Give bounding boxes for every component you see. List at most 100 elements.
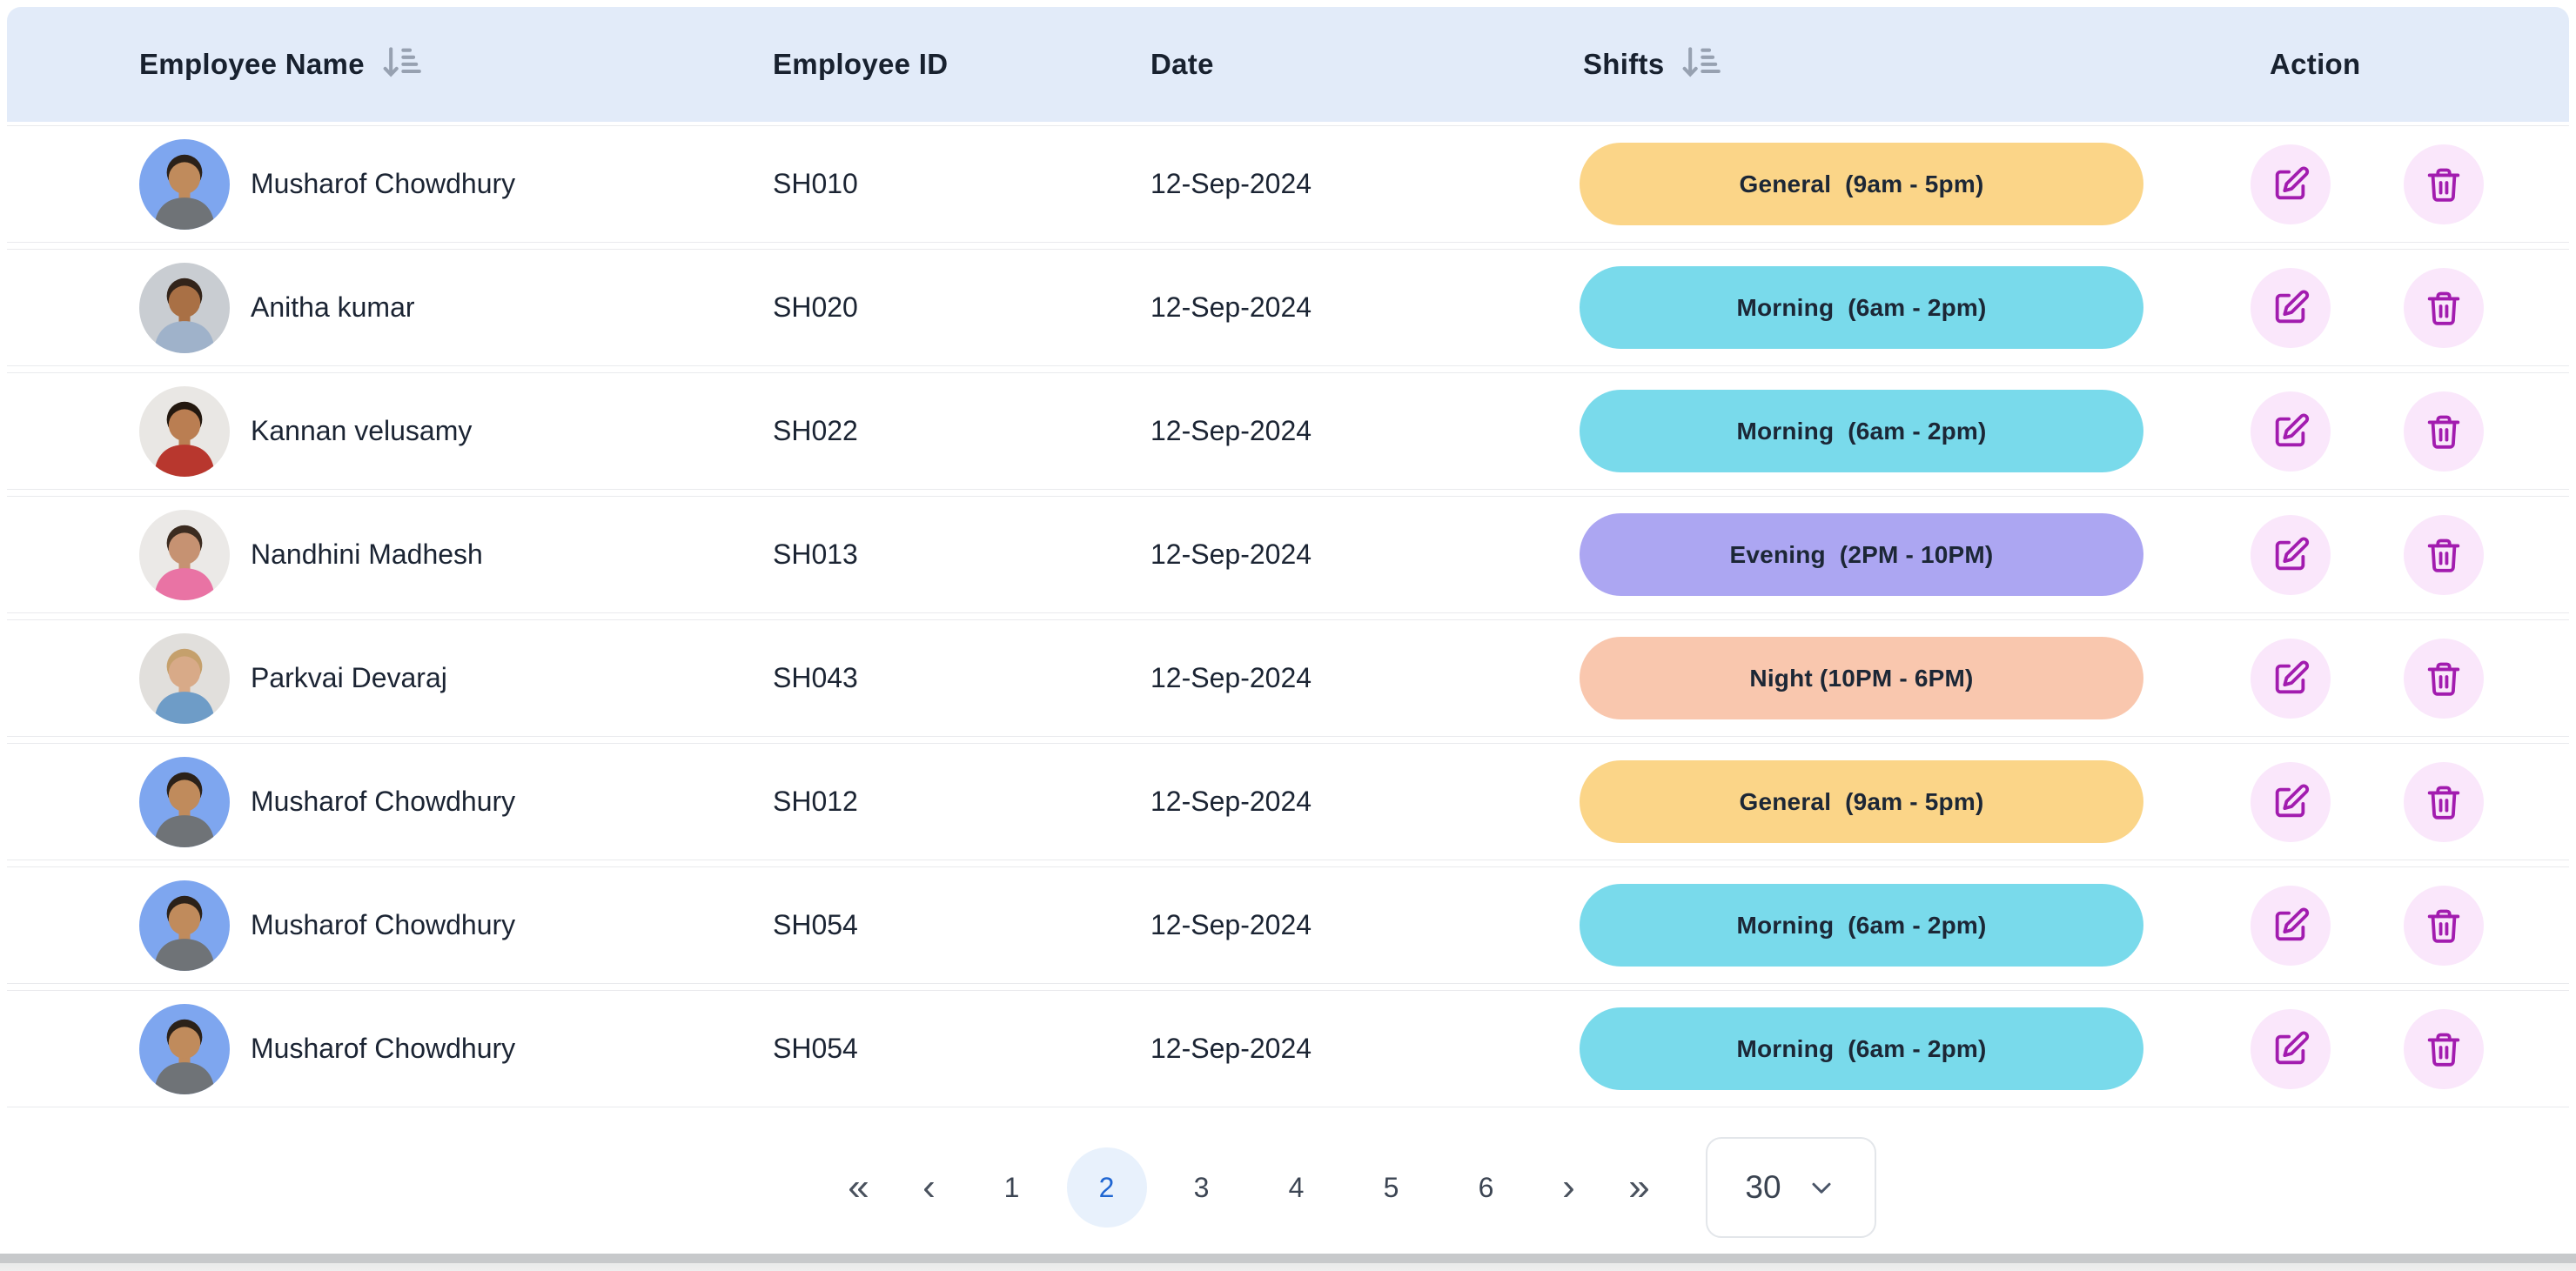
employee-name: Musharof Chowdhury bbox=[251, 168, 516, 199]
column-header-shifts[interactable]: Shifts bbox=[1580, 35, 2193, 94]
table-row: Musharof Chowdhury SH010 12-Sep-2024 Gen… bbox=[7, 125, 2569, 243]
page-size-value: 30 bbox=[1745, 1169, 1781, 1205]
shift-cell: Morning (6am - 2pm) bbox=[1580, 390, 2193, 472]
delete-button[interactable] bbox=[2404, 514, 2484, 595]
page-button[interactable]: 5 bbox=[1352, 1147, 1432, 1228]
employee-name: Parkvai Devaraj bbox=[251, 662, 447, 693]
employee-name-cell: Musharof Chowdhury bbox=[139, 756, 773, 847]
edit-icon bbox=[2275, 1030, 2310, 1064]
edit-button[interactable] bbox=[2251, 391, 2331, 472]
delete-button[interactable] bbox=[2404, 144, 2484, 224]
action-cell bbox=[2193, 761, 2569, 842]
column-header-employee-name[interactable]: Employee Name bbox=[139, 35, 773, 94]
shift-cell: Night (10PM - 6PM) bbox=[1580, 637, 2193, 719]
column-header-employee-id: Employee ID bbox=[773, 48, 1150, 81]
table-row: Parkvai Devaraj SH043 12-Sep-2024 Night … bbox=[7, 619, 2569, 737]
column-header-label: Date bbox=[1150, 48, 1214, 80]
date-cell: 12-Sep-2024 bbox=[1150, 415, 1312, 446]
action-cell bbox=[2193, 144, 2569, 224]
employee-name-cell: Nandhini Madhesh bbox=[139, 509, 773, 600]
action-cell bbox=[2193, 514, 2569, 595]
trash-icon bbox=[2427, 786, 2460, 819]
employee-id-cell: SH043 bbox=[773, 662, 858, 693]
column-header-label: Action bbox=[2270, 48, 2361, 80]
delete-button[interactable] bbox=[2404, 1008, 2484, 1089]
date-cell: 12-Sep-2024 bbox=[1150, 786, 1312, 817]
avatar bbox=[139, 632, 230, 724]
edit-icon bbox=[2275, 536, 2310, 570]
edit-icon bbox=[2275, 165, 2310, 199]
avatar bbox=[139, 385, 230, 477]
table-row: Kannan velusamy SH022 12-Sep-2024 Mornin… bbox=[7, 372, 2569, 490]
action-cell bbox=[2193, 267, 2569, 348]
shift-cell: General (9am - 5pm) bbox=[1580, 143, 2193, 225]
column-header-label: Employee Name bbox=[139, 48, 365, 80]
employee-id-cell: SH020 bbox=[773, 291, 858, 323]
first-page-button[interactable]: « bbox=[831, 1147, 887, 1228]
trash-icon bbox=[2427, 415, 2460, 449]
trash-icon bbox=[2427, 539, 2460, 572]
delete-button[interactable] bbox=[2404, 638, 2484, 719]
avatar-image bbox=[139, 385, 230, 477]
employee-id-cell: SH054 bbox=[773, 1033, 858, 1064]
page-button[interactable]: 6 bbox=[1446, 1147, 1526, 1228]
avatar-image bbox=[139, 632, 230, 724]
edit-icon bbox=[2275, 412, 2310, 446]
employee-name: Musharof Chowdhury bbox=[251, 1033, 516, 1064]
employee-name: Musharof Chowdhury bbox=[251, 786, 516, 817]
date-cell: 12-Sep-2024 bbox=[1150, 1033, 1312, 1064]
avatar-image bbox=[139, 880, 230, 971]
page-button[interactable]: 4 bbox=[1257, 1147, 1337, 1228]
sort-descending-icon[interactable] bbox=[379, 40, 426, 94]
delete-button[interactable] bbox=[2404, 267, 2484, 348]
avatar bbox=[139, 1003, 230, 1094]
action-cell bbox=[2193, 1008, 2569, 1089]
shift-cell: General (9am - 5pm) bbox=[1580, 760, 2193, 843]
edit-icon bbox=[2275, 659, 2310, 693]
avatar-image bbox=[139, 756, 230, 847]
avatar bbox=[139, 262, 230, 353]
edit-button[interactable] bbox=[2251, 144, 2331, 224]
edit-button[interactable] bbox=[2251, 267, 2331, 348]
table-header-row: Employee Name Employee ID Date Shifts bbox=[7, 7, 2569, 122]
next-page-button[interactable]: › bbox=[1541, 1147, 1597, 1228]
shift-cell: Morning (6am - 2pm) bbox=[1580, 266, 2193, 349]
employee-name: Nandhini Madhesh bbox=[251, 539, 483, 570]
date-cell: 12-Sep-2024 bbox=[1150, 539, 1312, 570]
page-button-active[interactable]: 2 bbox=[1066, 1147, 1147, 1228]
edit-icon bbox=[2275, 906, 2310, 940]
sort-descending-icon[interactable] bbox=[1678, 40, 1725, 94]
date-cell: 12-Sep-2024 bbox=[1150, 168, 1312, 199]
page-button[interactable]: 3 bbox=[1162, 1147, 1242, 1228]
edit-button[interactable] bbox=[2251, 514, 2331, 595]
employee-name-cell: Parkvai Devaraj bbox=[139, 632, 773, 724]
page-size-select[interactable]: 30 bbox=[1706, 1137, 1876, 1238]
employee-name-cell: Musharof Chowdhury bbox=[139, 1003, 773, 1094]
delete-button[interactable] bbox=[2404, 761, 2484, 842]
previous-page-button[interactable]: ‹ bbox=[902, 1147, 957, 1228]
last-page-button[interactable]: » bbox=[1612, 1147, 1667, 1228]
edit-button[interactable] bbox=[2251, 638, 2331, 719]
delete-button[interactable] bbox=[2404, 391, 2484, 472]
page-button[interactable]: 1 bbox=[972, 1147, 1052, 1228]
employee-id-cell: SH022 bbox=[773, 415, 858, 446]
table-body: Musharof Chowdhury SH010 12-Sep-2024 Gen… bbox=[7, 125, 2569, 1107]
edit-button[interactable] bbox=[2251, 885, 2331, 966]
employee-name-cell: Kannan velusamy bbox=[139, 385, 773, 477]
date-cell: 12-Sep-2024 bbox=[1150, 909, 1312, 940]
trash-icon bbox=[2427, 168, 2460, 202]
avatar bbox=[139, 756, 230, 847]
employee-name-cell: Musharof Chowdhury bbox=[139, 880, 773, 971]
employee-name: Kannan velusamy bbox=[251, 415, 473, 446]
delete-button[interactable] bbox=[2404, 885, 2484, 966]
avatar-image bbox=[139, 138, 230, 230]
shift-badge: Morning (6am - 2pm) bbox=[1580, 1007, 2143, 1090]
avatar bbox=[139, 880, 230, 971]
shift-badge: Evening (2PM - 10PM) bbox=[1580, 513, 2143, 596]
edit-button[interactable] bbox=[2251, 1008, 2331, 1089]
edit-button[interactable] bbox=[2251, 761, 2331, 842]
action-cell bbox=[2193, 885, 2569, 966]
avatar bbox=[139, 138, 230, 230]
avatar bbox=[139, 509, 230, 600]
